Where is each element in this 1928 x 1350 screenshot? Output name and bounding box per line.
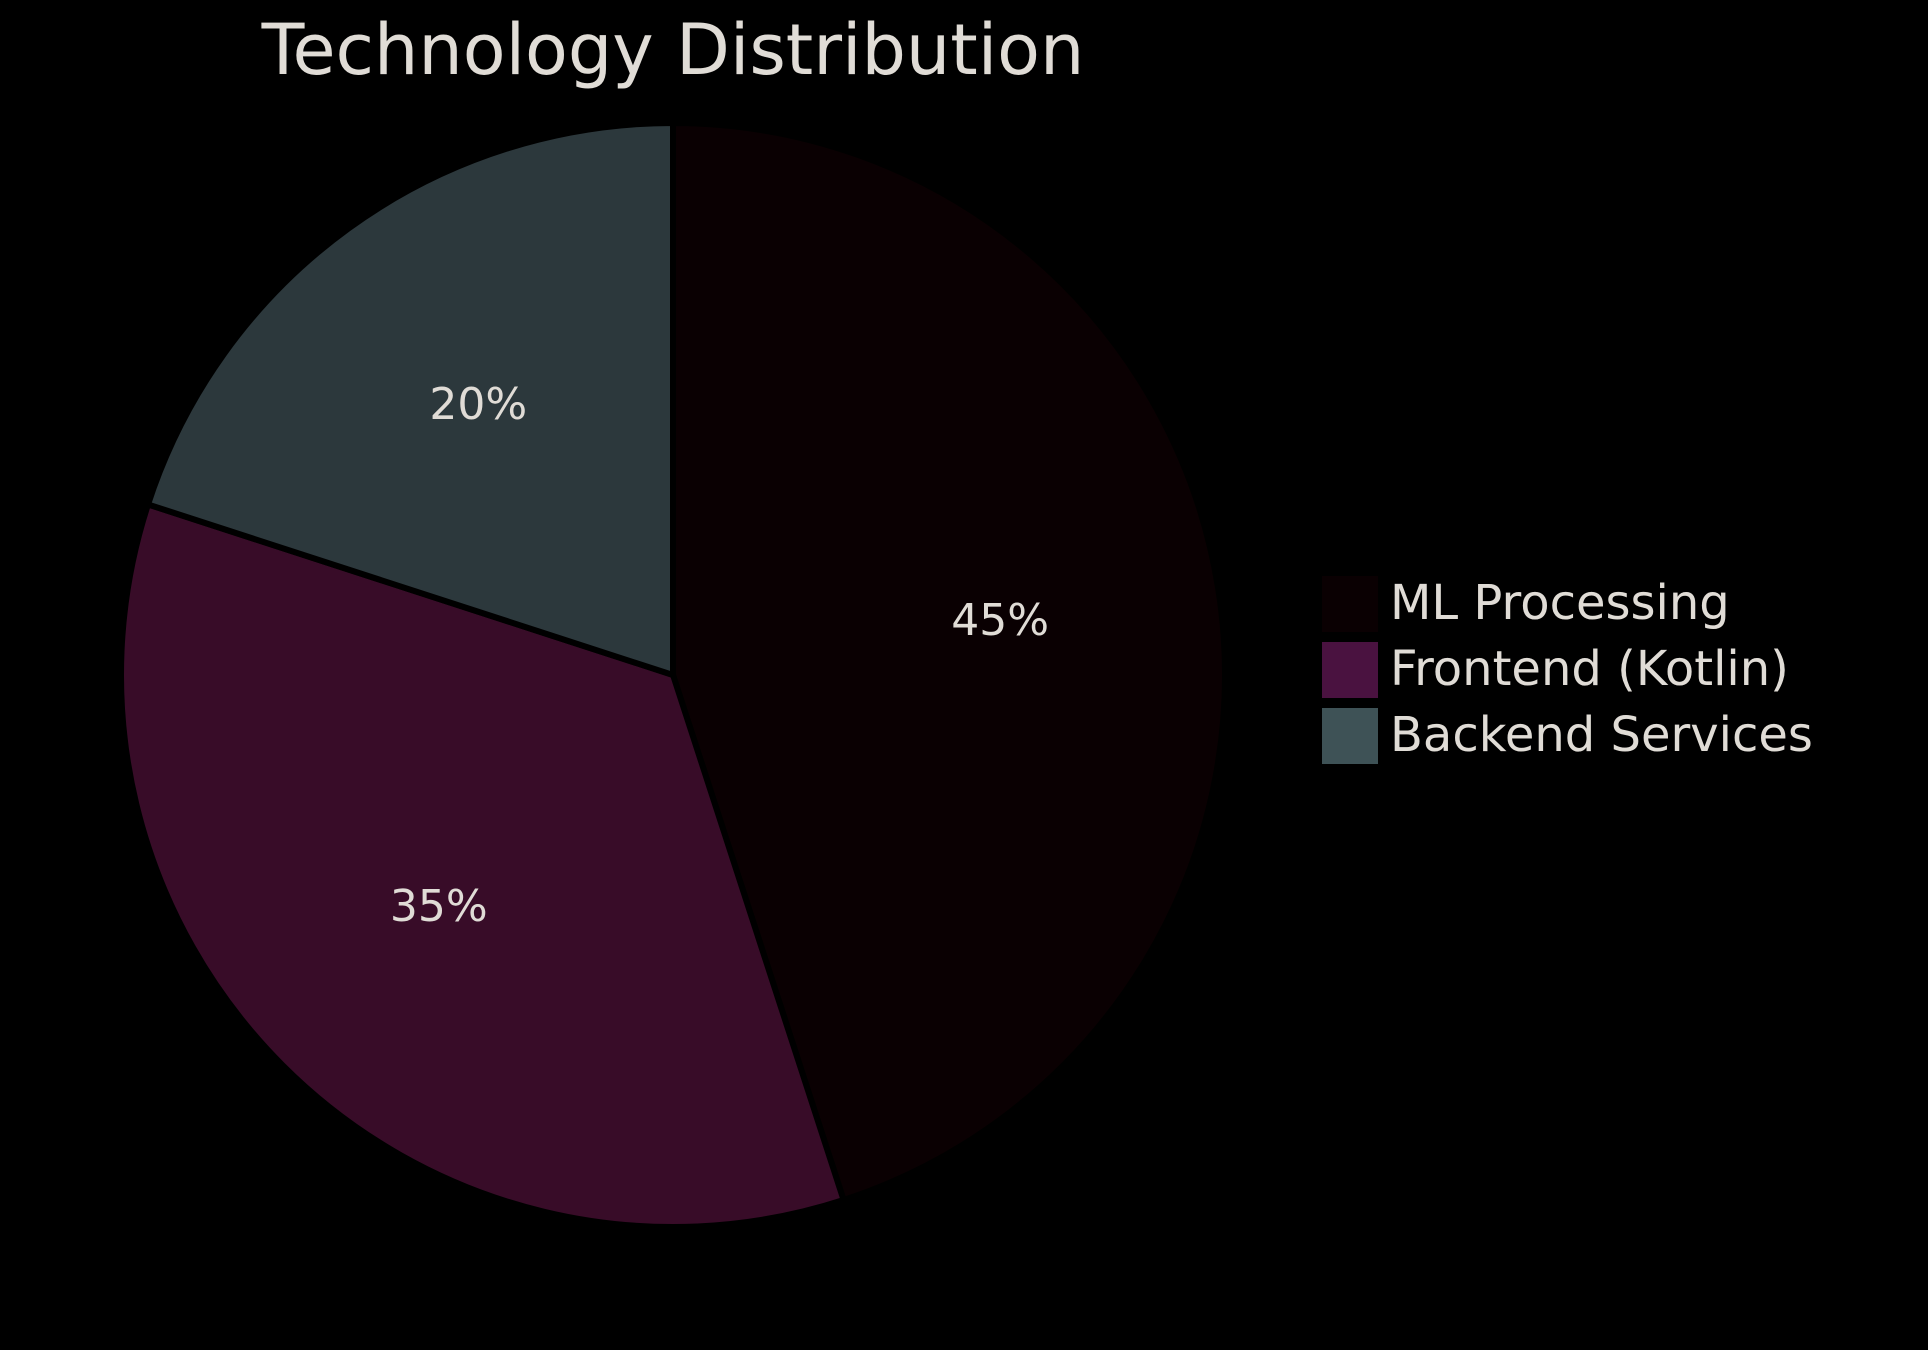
chart-title: Technology Distribution bbox=[261, 9, 1085, 91]
legend-swatch-frontend-kotlin bbox=[1322, 642, 1378, 698]
legend-label-backend-services: Backend Services bbox=[1390, 707, 1813, 763]
legend-swatch-ml-processing bbox=[1322, 576, 1378, 632]
legend-label-ml-processing: ML Processing bbox=[1390, 575, 1730, 631]
legend-label-frontend-kotlin: Frontend (Kotlin) bbox=[1390, 641, 1789, 697]
pie-slice-labels: 45% 35% 20% bbox=[390, 379, 1049, 932]
pie-slice-frontend-kotlin bbox=[118, 501, 847, 1230]
pie-slice-backend-services bbox=[145, 120, 676, 678]
legend-swatch-backend-services bbox=[1322, 708, 1378, 764]
slice-label-frontend-kotlin: 35% bbox=[390, 881, 488, 932]
pie-slice-ml-processing bbox=[670, 120, 1228, 1203]
pie-slices bbox=[118, 120, 1228, 1230]
legend: ML Processing Frontend (Kotlin) Backend Se… bbox=[1322, 575, 1813, 764]
slice-label-ml-processing: 45% bbox=[951, 595, 1049, 646]
slice-label-backend-services: 20% bbox=[429, 379, 527, 430]
